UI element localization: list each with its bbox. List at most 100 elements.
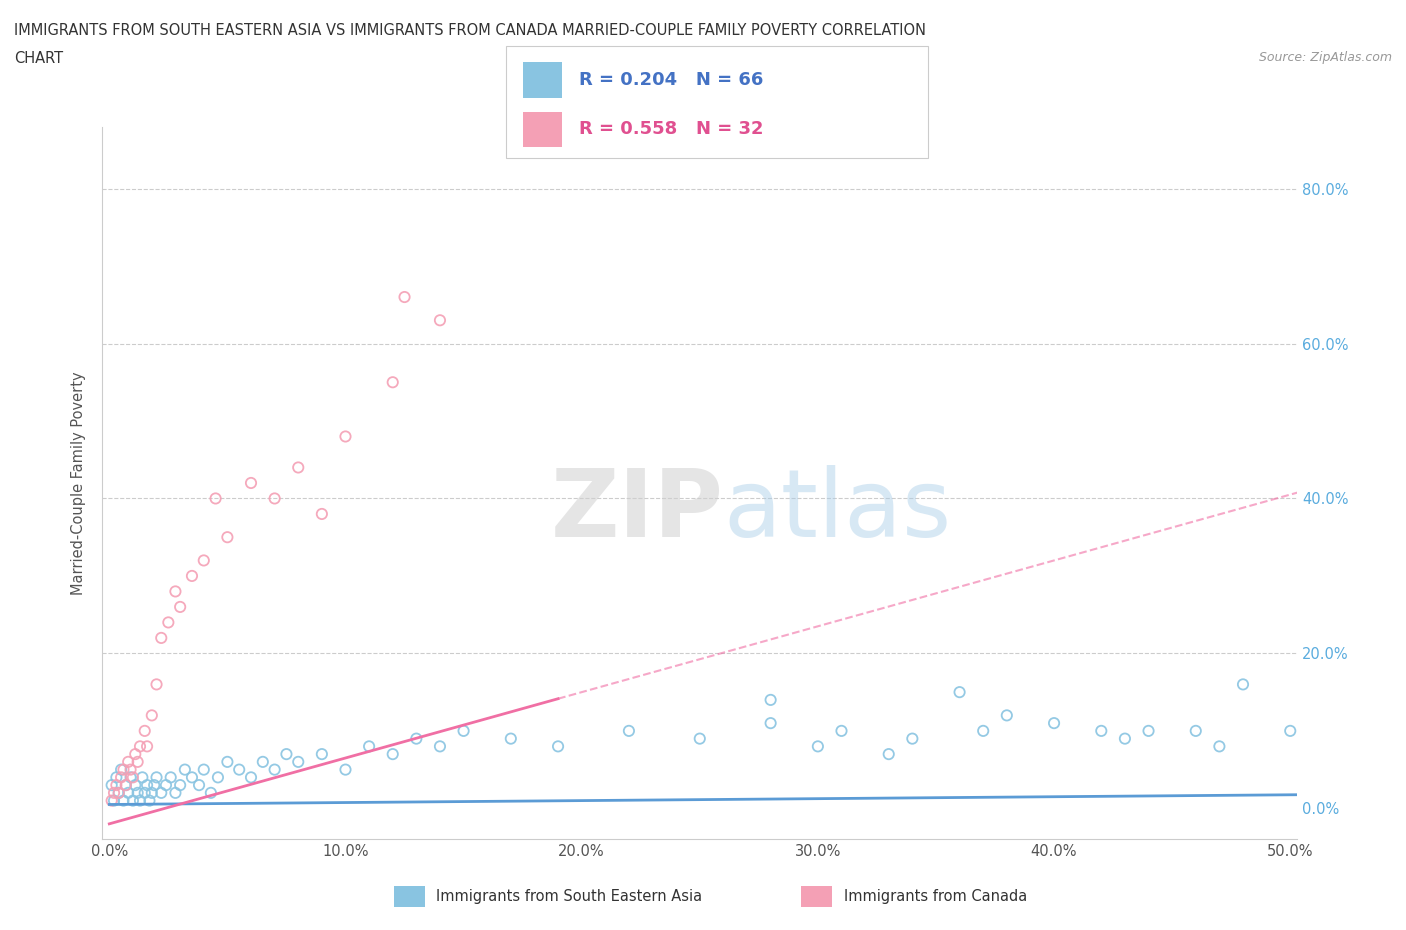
- Y-axis label: Married-Couple Family Poverty: Married-Couple Family Poverty: [72, 371, 86, 595]
- Point: [204, 491, 226, 506]
- Point: [110, 770, 132, 785]
- Point: [150, 786, 173, 801]
- Point: [1232, 677, 1254, 692]
- Point: [122, 793, 145, 808]
- Point: [240, 475, 263, 490]
- Point: [136, 777, 159, 792]
- Point: [143, 777, 166, 792]
- Point: [127, 754, 149, 769]
- Point: [689, 731, 711, 746]
- Point: [117, 754, 139, 769]
- Point: [107, 786, 129, 801]
- Point: [159, 770, 181, 785]
- Point: [217, 530, 239, 545]
- Point: [122, 770, 145, 785]
- Point: [995, 708, 1018, 723]
- Point: [169, 600, 191, 615]
- Point: [287, 460, 309, 475]
- Point: [136, 739, 159, 754]
- Point: [165, 584, 187, 599]
- Point: [169, 777, 191, 792]
- Point: [157, 615, 180, 630]
- Point: [134, 724, 156, 738]
- Point: [100, 777, 122, 792]
- Point: [263, 763, 285, 777]
- Point: [124, 747, 146, 762]
- Point: [165, 786, 187, 801]
- Point: [240, 770, 263, 785]
- Point: [759, 693, 782, 708]
- Point: [311, 747, 333, 762]
- Point: [141, 708, 163, 723]
- Point: [112, 763, 135, 777]
- Point: [107, 786, 129, 801]
- Point: [103, 786, 125, 801]
- Point: [807, 739, 830, 754]
- Point: [207, 770, 229, 785]
- Point: [188, 777, 211, 792]
- Point: [499, 731, 522, 746]
- Point: [228, 763, 250, 777]
- Point: [112, 793, 135, 808]
- Point: [405, 731, 427, 746]
- Point: [150, 631, 173, 645]
- Point: [200, 786, 222, 801]
- Point: [138, 793, 160, 808]
- Point: [394, 289, 416, 304]
- Point: [193, 763, 215, 777]
- Point: [1137, 724, 1160, 738]
- Point: [311, 507, 333, 522]
- Point: [105, 777, 128, 792]
- Point: [114, 777, 136, 792]
- Point: [145, 677, 167, 692]
- Point: [110, 763, 132, 777]
- Point: [335, 429, 357, 444]
- Point: [335, 763, 357, 777]
- Point: [547, 739, 569, 754]
- Point: [359, 739, 381, 754]
- Point: [217, 754, 239, 769]
- Point: [381, 375, 404, 390]
- Point: [617, 724, 640, 738]
- Point: [129, 793, 152, 808]
- Point: [429, 739, 451, 754]
- Point: [155, 777, 177, 792]
- Point: [948, 684, 970, 699]
- Point: [1090, 724, 1112, 738]
- Point: [1114, 731, 1136, 746]
- Point: [972, 724, 994, 738]
- Point: [1184, 724, 1206, 738]
- Point: [263, 491, 285, 506]
- Point: [181, 770, 204, 785]
- Point: [173, 763, 195, 777]
- Point: [141, 786, 163, 801]
- Point: [381, 747, 404, 762]
- Point: [287, 754, 309, 769]
- Point: [759, 716, 782, 731]
- Point: [129, 739, 152, 754]
- Point: [276, 747, 298, 762]
- Text: R = 0.558   N = 32: R = 0.558 N = 32: [579, 120, 763, 139]
- Text: Immigrants from Canada: Immigrants from Canada: [844, 889, 1026, 904]
- Text: atlas: atlas: [724, 466, 952, 557]
- Point: [193, 553, 215, 568]
- Point: [429, 312, 451, 327]
- Point: [901, 731, 924, 746]
- Point: [252, 754, 274, 769]
- Point: [131, 770, 153, 785]
- Text: CHART: CHART: [14, 51, 63, 66]
- Point: [134, 786, 156, 801]
- Text: R = 0.204   N = 66: R = 0.204 N = 66: [579, 71, 763, 89]
- Point: [1279, 724, 1302, 738]
- Point: [453, 724, 475, 738]
- Text: ZIP: ZIP: [551, 466, 724, 557]
- Point: [117, 786, 139, 801]
- Point: [120, 763, 142, 777]
- Point: [120, 770, 142, 785]
- Point: [114, 777, 136, 792]
- Point: [127, 786, 149, 801]
- Point: [1043, 716, 1066, 731]
- Point: [830, 724, 852, 738]
- Text: Immigrants from South Eastern Asia: Immigrants from South Eastern Asia: [436, 889, 702, 904]
- Point: [145, 770, 167, 785]
